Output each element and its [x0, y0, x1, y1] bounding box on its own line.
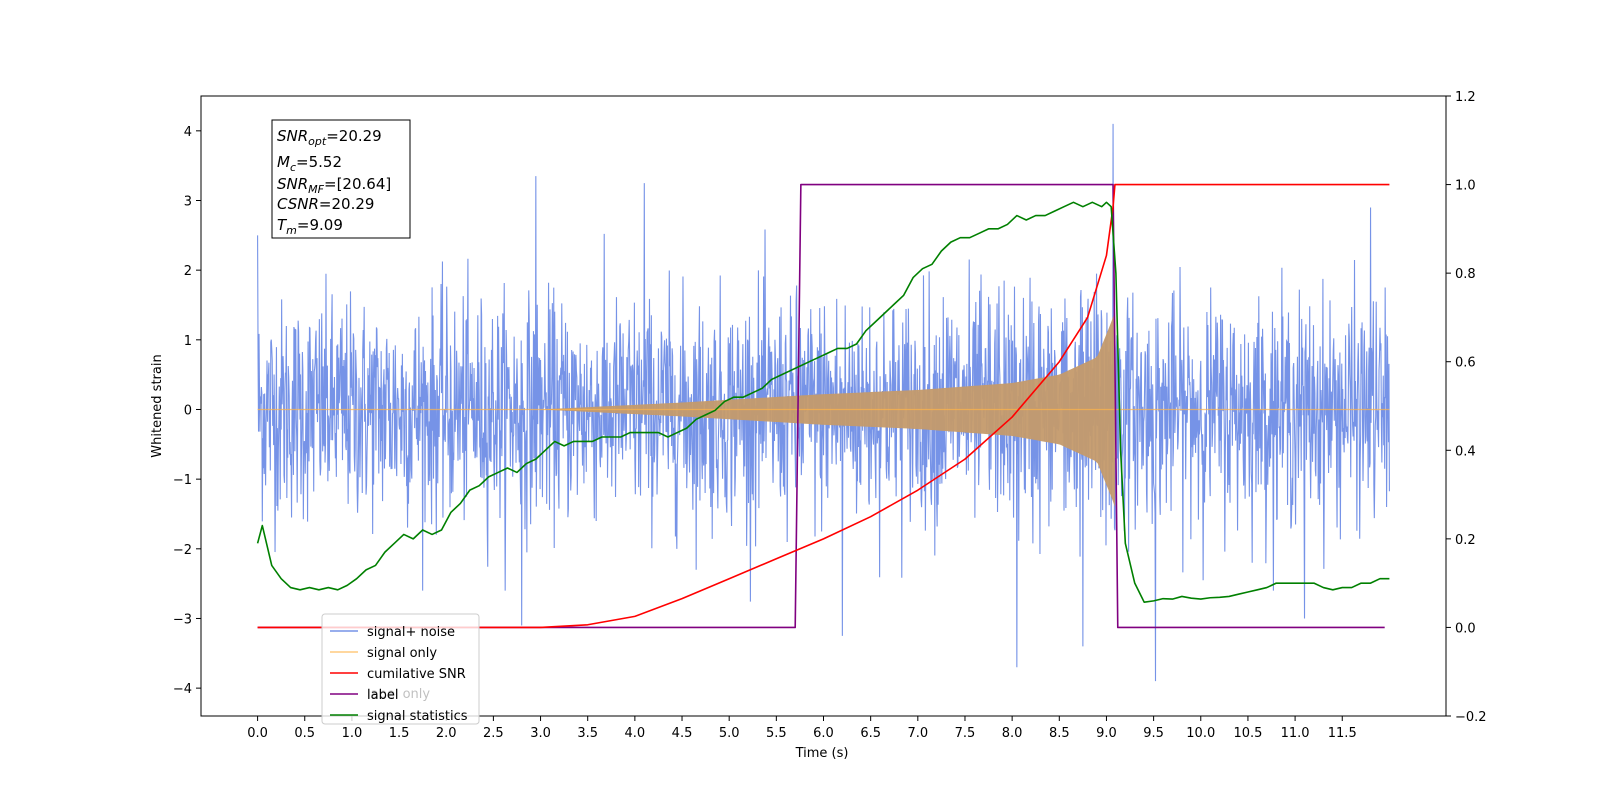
x-tick-label: 9.5 [1143, 726, 1164, 741]
legend: signal+ noise signal only cumilative SNR la… [321, 613, 480, 725]
x-tick-label: 6.5 [860, 726, 881, 741]
legend-item: signal+ noise [330, 625, 455, 640]
x-tick-label: 1.5 [389, 726, 410, 741]
x-tick-label: 4.5 [672, 726, 693, 741]
annotation-snr-mf: SNRMF=[20.64] [277, 175, 391, 196]
y2-tick-label: 0.0 [1455, 621, 1476, 636]
y-tick-label: 0 [184, 403, 192, 418]
x-tick-label: 5.5 [766, 726, 787, 741]
x-tick-label: 2.5 [483, 726, 504, 741]
y-tick-label: −3 [173, 612, 192, 627]
legend-label: label [367, 688, 398, 703]
y2-tick-label: −0.2 [1455, 710, 1487, 725]
series-signal-statistics [256, 201, 1390, 603]
x-tick-label: 7.0 [907, 726, 928, 741]
x-tick-label: 6.0 [813, 726, 834, 741]
y2-tick-label: 1.2 [1455, 90, 1476, 105]
annotation-mc: Mc=5.52 [277, 153, 342, 174]
x-tick-label: 2.0 [436, 726, 457, 741]
annotation-csnr: CSNR=20.29 [277, 195, 374, 213]
annotation-snr-opt: SNRopt=20.29 [277, 127, 382, 148]
legend-label: signal statistics [367, 709, 468, 724]
legend-label-faded: label only [367, 687, 430, 702]
annotation-box: SNRopt=20.29 Mc=5.52 SNRMF=[20.64] CSNR=… [271, 119, 411, 239]
chirp-layer [257, 311, 1390, 508]
y2-tick-label: 0.2 [1455, 533, 1476, 548]
x-tick-label: 0.5 [294, 726, 315, 741]
x-tick-label: 5.0 [719, 726, 740, 741]
legend-label: signal only [367, 646, 437, 661]
ticks-layer: 0.0 0.5 1.0 1.5 2.0 2.5 3.0 3.5 4.0 4.5 5.0 5.5 6.0 6… [173, 90, 1487, 741]
legend-item: signal statistics [330, 709, 468, 724]
legend-item: cumilative SNR [330, 667, 466, 682]
x-tick-label: 3.0 [530, 726, 551, 741]
x-tick-label: 10.5 [1233, 726, 1262, 741]
x-tick-label: 9.0 [1096, 726, 1117, 741]
y2-tick-label: 0.8 [1455, 267, 1476, 282]
y-tick-label: 3 [184, 194, 192, 209]
legend-label: signal+ noise [367, 625, 455, 640]
x-tick-label: 4.0 [625, 726, 646, 741]
y-axis-label: Whitened strain [150, 354, 165, 457]
annotation-tm: Tm=9.09 [277, 216, 343, 237]
y-tick-label: 4 [184, 125, 192, 140]
y-tick-label: 2 [184, 264, 192, 279]
x-tick-label: 11.5 [1328, 726, 1357, 741]
legend-label: cumilative SNR [367, 667, 466, 682]
legend-item: label [330, 688, 398, 703]
x-tick-label: 10.0 [1186, 726, 1215, 741]
legend-items: signal+ noise signal only cumilative SNR la… [330, 625, 468, 724]
x-tick-label: 11.0 [1281, 726, 1310, 741]
lines-layer [256, 183, 1390, 629]
y-tick-label: 1 [184, 334, 192, 349]
y2-tick-label: 1.0 [1455, 179, 1476, 194]
x-tick-label: 1.0 [342, 726, 363, 741]
series-cumilative-snr [257, 183, 1390, 629]
y-tick-label: −4 [173, 682, 192, 697]
y-tick-label: −2 [173, 543, 192, 558]
series-label [257, 183, 1385, 629]
series-signal-noise [257, 123, 1390, 682]
x-axis-label: Time (s) [795, 746, 849, 761]
x-tick-label: 3.5 [577, 726, 598, 741]
x-tick-label: 7.5 [955, 726, 976, 741]
noise-layer [257, 123, 1390, 682]
legend-item: signal only [330, 646, 437, 661]
y2-tick-label: 0.4 [1455, 444, 1476, 459]
y2-tick-label: 0.6 [1455, 356, 1476, 371]
y-tick-label: −1 [173, 473, 192, 488]
x-tick-label: 8.5 [1049, 726, 1070, 741]
legend-frame [321, 613, 480, 725]
x-tick-label: 0.0 [247, 726, 268, 741]
x-tick-label: 8.0 [1002, 726, 1023, 741]
